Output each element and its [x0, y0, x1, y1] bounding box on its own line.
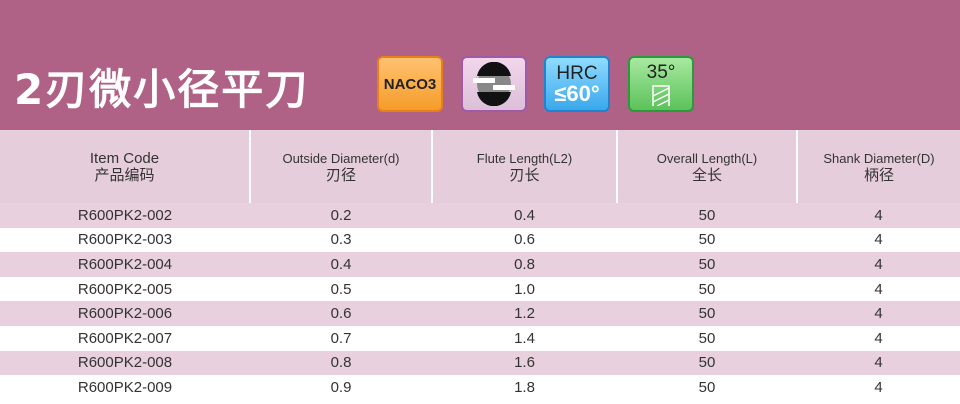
column-header-zh: 柄径 — [863, 166, 894, 184]
table-cell: 1.0 — [432, 276, 617, 302]
table-cell: 50 — [617, 252, 797, 277]
table-cell: 4 — [797, 375, 960, 400]
table-row: R600PK2-006 0.6 1.2 50 4 — [0, 301, 960, 326]
column-header-en: Item Code — [89, 149, 160, 167]
table-cell: R600PK2-009 — [0, 375, 250, 400]
table-row: R600PK2-008 0.8 1.6 50 4 — [0, 350, 960, 376]
column-header-zh: 全长 — [691, 166, 722, 184]
table-cell: 50 — [617, 227, 797, 253]
table-cell: 1.6 — [432, 350, 617, 376]
column-header-zh: 刃径 — [325, 166, 356, 184]
table-cell: 1.8 — [432, 375, 617, 400]
table-cell: 0.5 — [250, 276, 432, 302]
column-header: Shank Diameter(D) 柄径 — [796, 130, 960, 203]
hrc-value: ≤60° — [554, 81, 600, 106]
table-cell: 0.7 — [250, 325, 432, 351]
table-row: R600PK2-002 0.2 0.4 50 4 — [0, 203, 960, 228]
table-cell: 0.4 — [250, 252, 432, 277]
table-cell: R600PK2-007 — [0, 325, 250, 351]
table-cell: R600PK2-004 — [0, 252, 250, 277]
column-header-en: Shank Diameter(D) — [823, 150, 935, 166]
table-cell: 4 — [797, 301, 960, 326]
table-cell: 4 — [797, 227, 960, 253]
end-mill-icon — [461, 56, 527, 112]
table-cell: R600PK2-008 — [0, 350, 250, 376]
helix-angle-badge: 35° — [628, 56, 694, 112]
table-cell: 4 — [797, 325, 960, 351]
page-title: 2刃微小径平刀 — [14, 65, 310, 114]
material-badge: NACO3 — [377, 56, 443, 112]
material-label: NACO3 — [383, 75, 437, 93]
table-cell: 0.3 — [250, 227, 432, 253]
table-row: R600PK2-009 0.9 1.8 50 4 — [0, 375, 960, 400]
table-cell: 4 — [797, 276, 960, 302]
helix-icon — [652, 85, 670, 106]
table-cell: 50 — [617, 325, 797, 351]
table-cell: 0.9 — [250, 375, 432, 400]
table-row: R600PK2-007 0.7 1.4 50 4 — [0, 325, 960, 351]
spec-table: Item Code 产品编码 Outside Diameter(d) 刃径 Flute … — [0, 130, 960, 400]
table-cell: 0.8 — [432, 252, 617, 277]
column-header: Item Code 产品编码 — [0, 130, 250, 203]
table-cell: 0.2 — [250, 203, 432, 228]
table-cell: 1.4 — [432, 325, 617, 351]
table-cell: R600PK2-003 — [0, 227, 250, 253]
table-cell: 4 — [797, 203, 960, 228]
table-row: R600PK2-004 0.4 0.8 50 4 — [0, 252, 960, 277]
column-header: Overall Length(L) 全长 — [616, 130, 797, 203]
table-cell: 50 — [617, 301, 797, 326]
helix-label: 35° — [646, 62, 676, 83]
table-cell: R600PK2-006 — [0, 301, 250, 326]
header-banner: 2刃微小径平刀 NACO3 HRC ≤60° 35° — [0, 0, 960, 130]
table-cell: 0.6 — [432, 227, 617, 253]
column-header-en: Flute Length(L2) — [476, 150, 573, 166]
table-row: R600PK2-003 0.3 0.6 50 4 — [0, 227, 960, 253]
table-row: R600PK2-005 0.5 1.0 50 4 — [0, 276, 960, 302]
table-cell: R600PK2-005 — [0, 276, 250, 302]
hrc-label: HRC — [556, 63, 598, 84]
table-cell: R600PK2-002 — [0, 203, 250, 228]
table-cell: 4 — [797, 350, 960, 376]
column-header-zh: 刃长 — [509, 166, 540, 184]
column-header-zh: 产品编码 — [94, 166, 155, 184]
column-header: Flute Length(L2) 刃长 — [431, 130, 617, 203]
column-header: Outside Diameter(d) 刃径 — [249, 130, 432, 203]
table-cell: 0.6 — [250, 301, 432, 326]
table-cell: 50 — [617, 375, 797, 400]
table-cell: 1.2 — [432, 301, 617, 326]
table-cell: 0.8 — [250, 350, 432, 376]
column-header-en: Outside Diameter(d) — [282, 150, 400, 166]
column-header-en: Overall Length(L) — [656, 150, 758, 166]
table-cell: 4 — [797, 252, 960, 277]
hardness-badge: HRC ≤60° — [544, 56, 610, 112]
table-cell: 50 — [617, 203, 797, 228]
table-cell: 50 — [617, 350, 797, 376]
table-cell: 0.4 — [432, 203, 617, 228]
table-cell: 50 — [617, 276, 797, 302]
